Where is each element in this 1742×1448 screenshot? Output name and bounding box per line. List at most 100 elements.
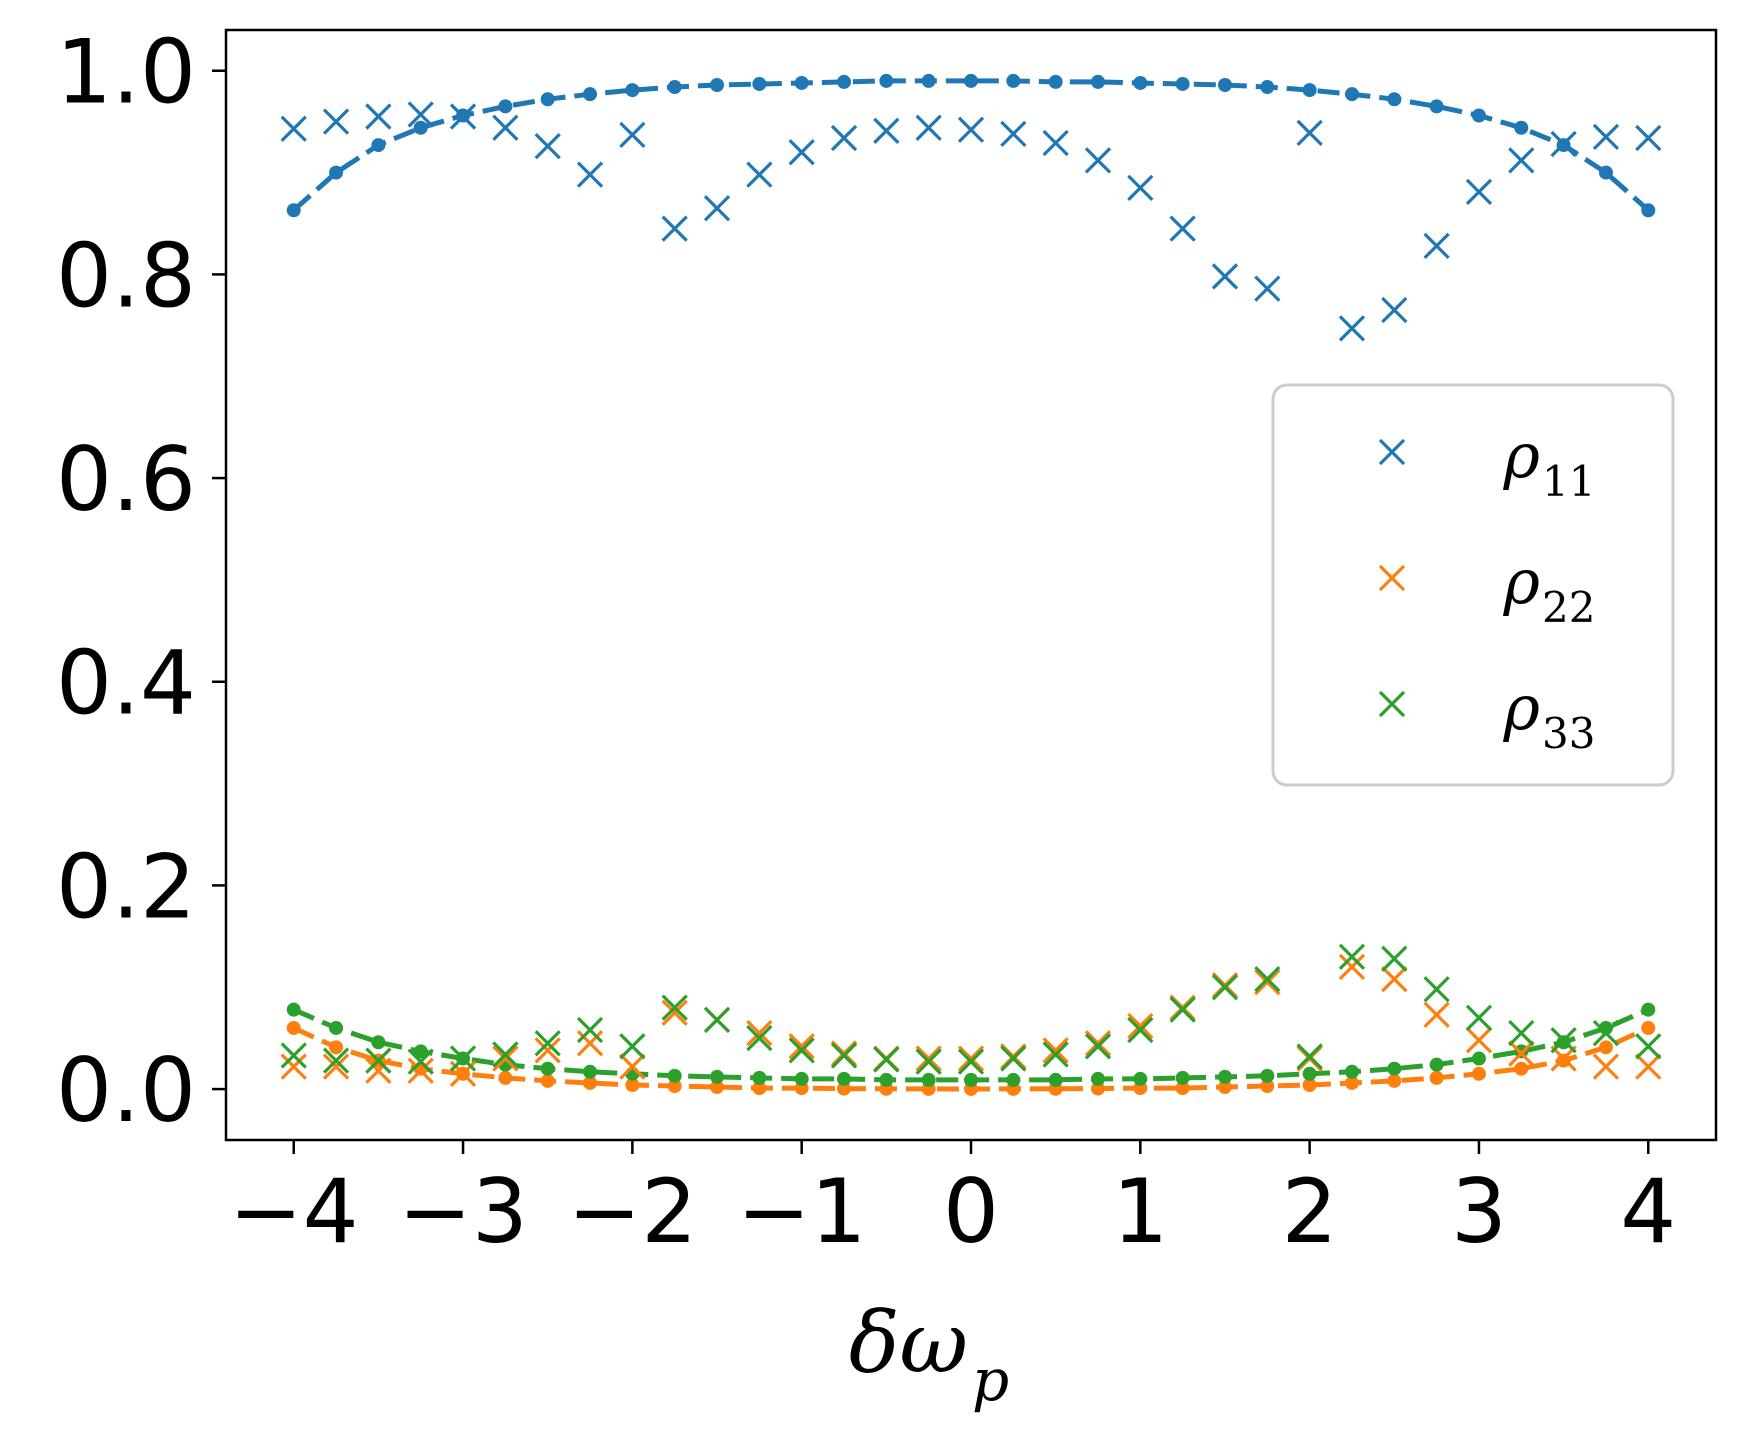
series-11-marker [1465,178,1493,206]
series-11-dot [286,203,301,218]
series-11-marker [619,121,646,149]
series-22-marker [576,1030,604,1057]
series-33-marker [788,1037,815,1064]
series-22-dot [540,1073,555,1088]
series-22-marker [661,999,688,1026]
series-11-marker [1084,147,1112,174]
series-33-dot [1048,1072,1063,1087]
series-11-dot [794,75,809,90]
x-tick-label: −2 [567,1160,697,1263]
series-22-dot [1175,1081,1190,1096]
x-axis-label: δω p [849,1294,1009,1414]
series-11-dot [1302,83,1317,98]
series-33-dot [1429,1057,1444,1072]
series-22-marker [1084,1030,1112,1057]
series-11-dot [540,92,555,107]
series-11-marker [1254,275,1281,302]
series-22-dot [329,1040,344,1055]
series-11-dot [583,87,598,102]
series-22-dot [1598,1040,1613,1055]
series-11-marker [1169,215,1196,242]
series-33-dot [1133,1071,1148,1086]
series-11-dot [710,77,725,92]
legend-label-sub-11: 11 [1542,457,1595,506]
series-33-dot [1387,1061,1402,1076]
series-33-dot [752,1070,767,1085]
series-11-dot [413,120,428,135]
series-11-dot [1217,77,1232,92]
series-11-dot [371,138,386,153]
series-33-marker [1000,1045,1027,1072]
series-11-marker [365,103,392,130]
series-33-marker [576,1016,604,1044]
x-tick-label: −4 [229,1160,359,1263]
series-33-marker [449,1045,477,1072]
legend-marker-22 [1378,564,1406,592]
series-11-marker [873,117,900,144]
series-11-marker [1635,124,1662,152]
series-33-marker [746,1025,773,1052]
series-33-dot [964,1072,978,1087]
series-11-marker [788,139,815,166]
series-33-dot [1217,1069,1232,1084]
series-33-dot [1344,1064,1359,1079]
series-22-dot [1217,1080,1232,1095]
series-11-marker [1338,315,1366,342]
legend-label-22: ρ [1503,545,1540,618]
x-tick-label: 0 [943,1160,999,1263]
series-33-marker [1042,1041,1069,1068]
series-11-marker [915,114,942,141]
series-11-dot [1048,74,1063,89]
series-33-marker [1127,1016,1154,1044]
series-22-marker [280,1053,307,1080]
series-33-marker [1508,1019,1535,1047]
series-33-dot [1006,1072,1021,1087]
series-22-dot [286,1020,301,1035]
series-22-marker [1550,1045,1577,1072]
series-11-marker [830,124,858,152]
series-11-dot [964,73,978,88]
series-22-marker [407,1057,434,1084]
series-22-dot [1514,1061,1529,1076]
series-33-marker [619,1033,646,1060]
series-22-dot [1260,1079,1275,1094]
series-22-dot [583,1075,598,1090]
series-33-dot [1175,1070,1190,1085]
series-11-dot [1260,80,1275,95]
series-33-marker [365,1047,392,1074]
series-11-marker [1423,232,1450,260]
series-22-marker [619,1053,646,1080]
series-22-marker [957,1045,985,1072]
series-11-curve [292,78,1650,213]
series-11-marker [407,101,434,128]
series-22-marker [1042,1037,1069,1064]
series-22-dot [1641,1020,1656,1035]
series-11-dot [1133,75,1148,90]
series-33-marker [703,1006,731,1033]
legend-label-sub-33: 33 [1542,709,1595,758]
series-11-marker [703,195,731,222]
markers-layer [280,101,1662,1087]
series-11-marker [1211,263,1239,290]
series-22-marker [788,1033,815,1060]
series-33-marker [1254,965,1281,993]
series-22-dot [1471,1066,1486,1081]
series-22-marker [915,1045,942,1072]
series-22-marker [1381,965,1408,993]
series-33-dot [371,1035,386,1050]
legend: ρ 11ρ 22ρ 33 [1271,383,1675,787]
series-11-dot [667,80,682,95]
series-11-marker [746,161,773,188]
series-33-dot [1471,1051,1486,1066]
x-axis-label-main: δω [849,1294,968,1392]
series-33-marker [1550,1027,1577,1054]
x-tick-label: −1 [737,1160,867,1263]
series-22-dot [1429,1070,1444,1085]
legend-label-33: ρ [1503,671,1540,744]
series-22-dot [625,1078,640,1093]
y-tick-label: 1.0 [56,21,196,124]
y-axis: 0.0 0.2 0.4 0.6 0.8 1.0 [56,21,226,1142]
y-tick-label: 0.2 [56,835,196,938]
series-11-dot [837,74,852,89]
series-33-marker [1465,1004,1493,1031]
